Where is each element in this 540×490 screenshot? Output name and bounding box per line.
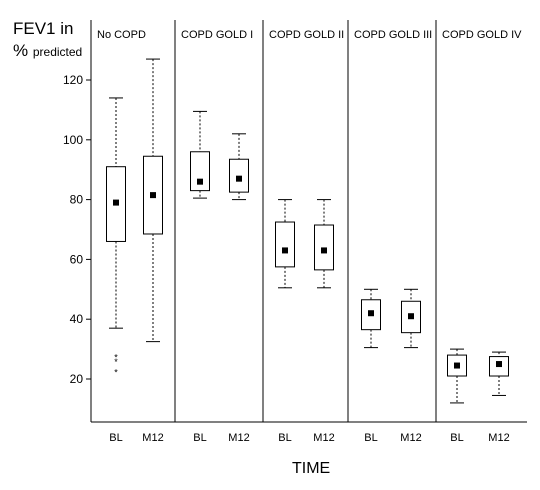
median-marker-no-copd-bl — [113, 199, 119, 206]
y-axis-label: FEV1 in % predicted — [13, 18, 82, 63]
y-tick-label-60: 60 — [70, 252, 84, 266]
x-tick-label-copd-gold-ii-m12: M12 — [313, 432, 334, 444]
y-tick-label-40: 40 — [70, 312, 84, 326]
x-tick-label-copd-gold-i-bl: BL — [193, 432, 206, 444]
outlier-no-copd-bl-3: * — [114, 368, 118, 378]
x-tick-label-copd-gold-iii-m12: M12 — [400, 432, 421, 444]
panel-title-copd-gold-i: COPD GOLD I — [181, 29, 253, 41]
x-tick-label-no-copd-m12: M12 — [142, 432, 163, 444]
box-copd-gold-ii-bl — [275, 221, 295, 268]
median-marker-copd-gold-ii-m12 — [321, 247, 327, 254]
outlier-no-copd-bl-1: * — [114, 353, 118, 363]
x-tick-label-copd-gold-i-m12: M12 — [228, 432, 249, 444]
x-axis-label: TIME — [292, 460, 331, 477]
x-tick-label-copd-gold-iv-m12: M12 — [488, 432, 509, 444]
y-axis-label-line2: % predicted — [13, 40, 82, 63]
median-marker-copd-gold-iv-bl — [454, 362, 460, 369]
panel-title-copd-gold-ii: COPD GOLD II — [269, 29, 344, 41]
x-tick-label-copd-gold-iv-bl: BL — [450, 432, 463, 444]
y-tick-label-100: 100 — [63, 133, 83, 147]
median-marker-copd-gold-iii-bl — [368, 310, 374, 317]
panel-title-copd-gold-iv: COPD GOLD IV — [442, 29, 522, 41]
outlier-no-copd-bl-2: * — [114, 357, 118, 367]
y-axis-label-predicted: predicted — [32, 45, 83, 59]
x-tick-label-no-copd-bl: BL — [109, 432, 122, 444]
median-marker-copd-gold-i-bl — [197, 178, 203, 185]
median-marker-copd-gold-iv-m12 — [496, 361, 502, 368]
median-marker-copd-gold-i-m12 — [236, 175, 242, 182]
y-axis-label-percent: % — [13, 41, 29, 60]
median-marker-no-copd-m12 — [150, 192, 156, 199]
panel-title-copd-gold-iii: COPD GOLD III — [354, 29, 432, 41]
median-marker-copd-gold-iii-m12 — [408, 313, 414, 320]
box-copd-gold-i-bl — [190, 151, 210, 192]
panel-title-no-copd: No COPD — [97, 29, 146, 41]
y-tick-label-80: 80 — [70, 193, 84, 207]
x-tick-label-copd-gold-ii-bl: BL — [278, 432, 291, 444]
x-tick-label-copd-gold-iii-bl: BL — [364, 432, 377, 444]
y-axis-label-line1: FEV1 in — [13, 19, 74, 38]
y-tick-label-20: 20 — [70, 372, 84, 386]
median-marker-copd-gold-ii-bl — [282, 247, 288, 254]
y-tick-label-120: 120 — [63, 73, 83, 87]
